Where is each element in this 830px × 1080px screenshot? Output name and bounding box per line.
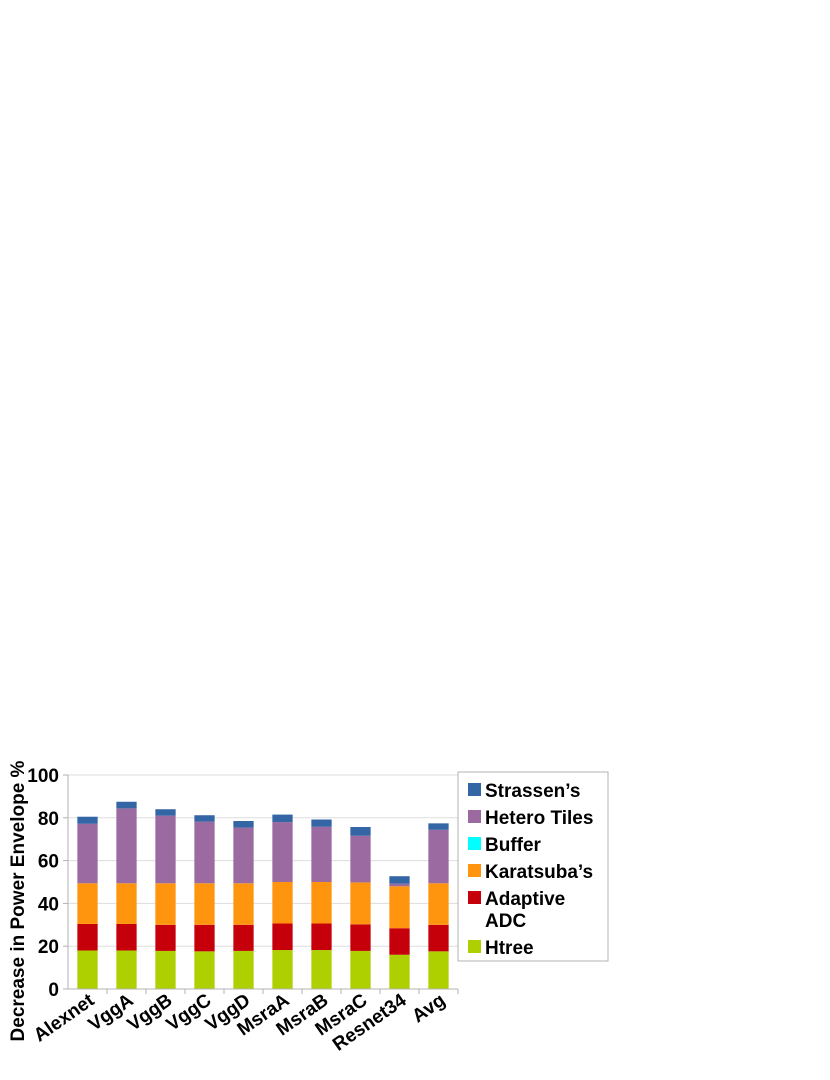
bar-alexnet-strassen-s — [77, 816, 98, 824]
bar-msrab-htree — [311, 950, 332, 989]
y-tick-label: 60 — [38, 852, 59, 873]
bar-vggb-strassen-s — [155, 809, 176, 816]
legend-swatch-adaptive-adc — [468, 891, 481, 904]
bar-msrac-karatsuba-s — [350, 882, 371, 925]
bar-vggb-htree — [155, 950, 176, 989]
bar-msrac-strassen-s — [350, 827, 371, 836]
y-axis-title: Decrease in Power Envelope % — [8, 760, 29, 1041]
y-tick-label: 20 — [38, 937, 59, 958]
bar-vggd-strassen-s — [233, 821, 254, 828]
bar-msraa-hetero-tiles — [272, 822, 293, 882]
bars — [77, 801, 449, 989]
bar-resnet34-adaptive-adc — [389, 928, 410, 955]
bar-msraa-strassen-s — [272, 814, 293, 823]
bar-vggc-adaptive-adc — [194, 924, 215, 952]
legend-label-karatsuba-s: Karatsuba’s — [485, 862, 593, 883]
bar-vggd-htree — [233, 950, 254, 989]
bar-msrab-karatsuba-s — [311, 882, 332, 924]
bar-vggb-karatsuba-s — [155, 883, 176, 925]
bar-vggc-strassen-s — [194, 815, 215, 822]
bar-vgga-adaptive-adc — [116, 923, 137, 951]
legend-swatch-htree — [468, 940, 481, 953]
bar-vggb-hetero-tiles — [155, 815, 176, 884]
bar-avg-adaptive-adc — [428, 924, 449, 952]
bar-msrac-adaptive-adc — [350, 924, 371, 951]
bar-vggd-adaptive-adc — [233, 924, 254, 951]
bar-vggc-karatsuba-s — [194, 883, 215, 925]
bar-avg-htree — [428, 951, 449, 989]
legend-box — [457, 771, 609, 962]
bar-msrac-hetero-tiles — [350, 835, 371, 883]
bar-vggc-hetero-tiles — [194, 821, 215, 884]
bar-msraa-karatsuba-s — [272, 882, 293, 924]
bar-alexnet-htree — [77, 950, 98, 989]
legend-swatch-hetero-tiles — [468, 810, 481, 823]
bar-vgga-hetero-tiles — [116, 808, 137, 884]
bar-vgga-strassen-s — [116, 801, 137, 809]
x-tick-label-avg: Avg — [408, 990, 449, 1027]
bar-vggd-karatsuba-s — [233, 883, 254, 925]
legend-label-buffer: Buffer — [485, 835, 542, 856]
bar-vgga-karatsuba-s — [116, 883, 137, 924]
legend-swatch-strassen-s — [468, 783, 481, 796]
bar-msrab-strassen-s — [311, 819, 332, 827]
y-tick-label: 0 — [48, 980, 59, 1001]
bar-resnet34-strassen-s — [389, 876, 410, 884]
bar-alexnet-adaptive-adc — [77, 923, 98, 951]
y-tick-labels: 0 20 40 60 80 100 — [27, 766, 59, 1001]
bar-resnet34-htree — [389, 954, 410, 989]
y-tick-label: 40 — [38, 894, 59, 915]
x-tick-labels: AlexnetVggAVggBVggCVggDMsraAMsraBMsraCRe… — [30, 989, 459, 1056]
bar-msrab-hetero-tiles — [311, 826, 332, 882]
legend-label-adaptive-adc: Adaptive ADC — [485, 889, 565, 932]
bar-vggb-adaptive-adc — [155, 924, 176, 951]
legend-swatch-buffer — [468, 837, 481, 850]
bar-msrab-adaptive-adc — [311, 923, 332, 951]
legend-label-hetero-tiles: Hetero Tiles — [485, 808, 593, 829]
legend-label-htree: Htree — [485, 938, 534, 959]
legend: Strassen’s Hetero Tiles Buffer Karatsuba’s A… — [457, 771, 609, 962]
bar-msraa-adaptive-adc — [272, 923, 293, 951]
bar-resnet34-hetero-tiles — [389, 883, 410, 887]
y-tick-label: 80 — [38, 809, 59, 830]
x-tick-label-vgga: VggA — [85, 990, 138, 1036]
x-tick-label-vggb: VggB — [124, 990, 177, 1036]
bar-msrac-htree — [350, 950, 371, 989]
bar-vgga-htree — [116, 950, 137, 989]
bar-alexnet-karatsuba-s — [77, 883, 98, 924]
bar-avg-hetero-tiles — [428, 829, 449, 884]
y-tick-label: 100 — [27, 766, 59, 787]
bar-vggc-htree — [194, 951, 215, 989]
bar-resnet34-karatsuba-s — [389, 886, 410, 929]
bar-avg-karatsuba-s — [428, 883, 449, 925]
legend-swatch-karatsuba-s — [468, 864, 481, 877]
bar-avg-strassen-s — [428, 823, 449, 830]
legend-label-strassen-s: Strassen’s — [485, 781, 580, 802]
bar-msraa-htree — [272, 950, 293, 989]
bar-vggd-hetero-tiles — [233, 827, 254, 884]
x-tick-label-vggc: VggC — [163, 990, 216, 1036]
bar-alexnet-hetero-tiles — [77, 823, 98, 884]
